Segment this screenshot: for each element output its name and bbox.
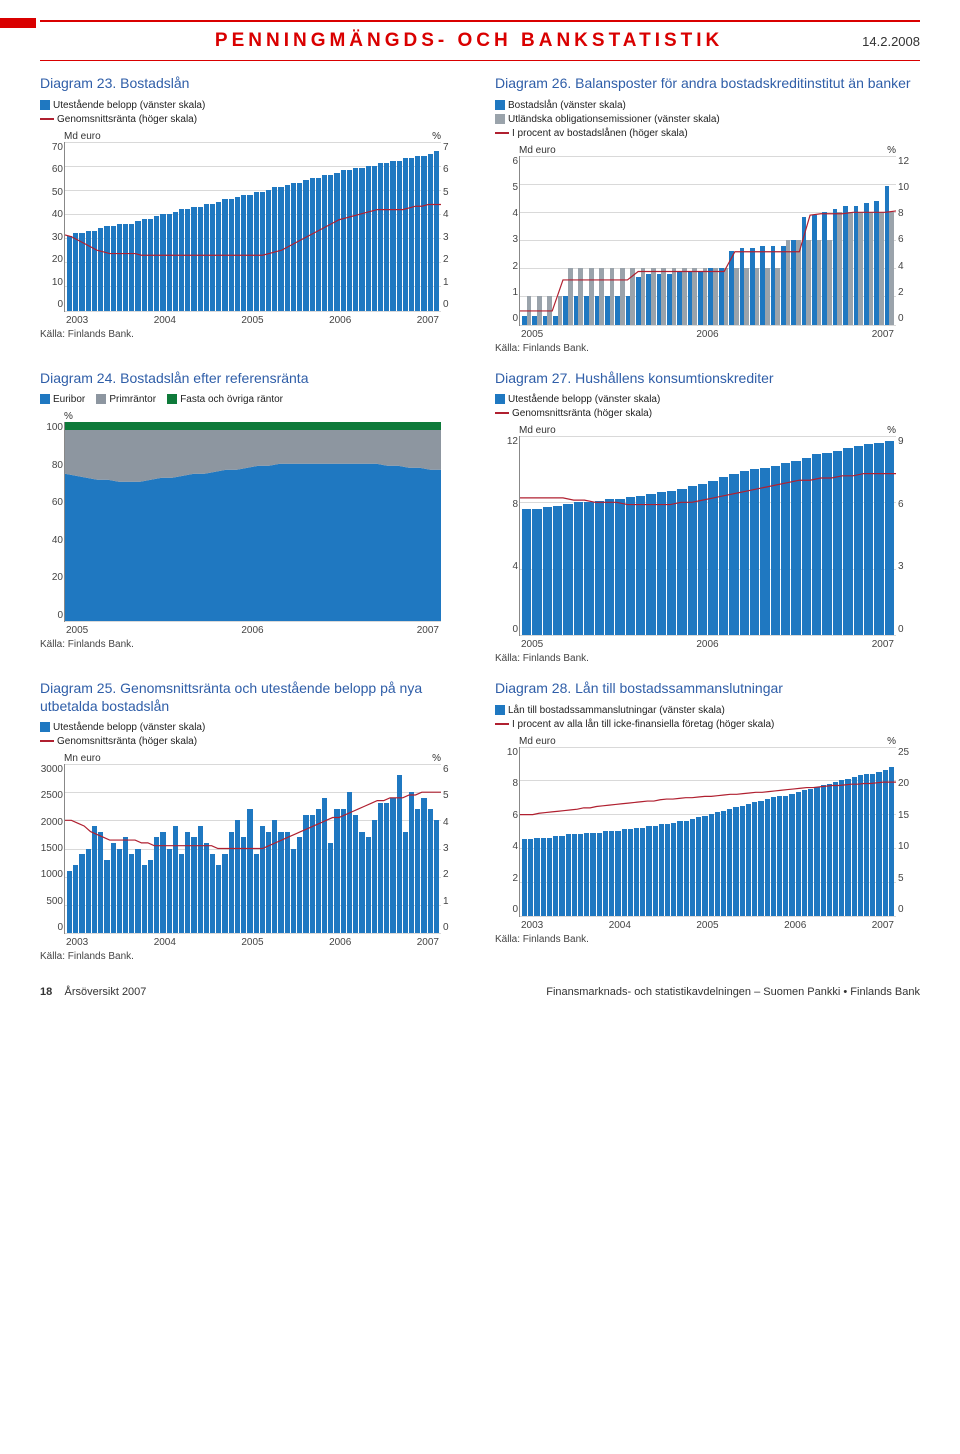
- page-footer: 18 Årsöversikt 2007 Finansmarknads- och …: [40, 986, 920, 998]
- chart-source: Källa: Finlands Bank.: [495, 934, 920, 945]
- chart-d28: Diagram 28. Lån till bostadssammanslutni…: [495, 680, 920, 962]
- chart-canvas: 12840 9630: [519, 436, 896, 636]
- axis-units: Md euro %: [495, 736, 920, 747]
- chart-d24: Diagram 24. Bostadslån efter referensrän…: [40, 370, 465, 665]
- legend-line-label: Genomsnittsränta (höger skala): [57, 114, 197, 125]
- legend-label: I procent av bostadslånen (höger skala): [512, 128, 688, 139]
- chart-canvas: 6543210 121086420: [519, 156, 896, 326]
- page-header: PENNINGMÄNGDS- OCH BANKSTATISTIK 14.2.20…: [40, 20, 920, 61]
- legend-swatch-line: [495, 412, 509, 414]
- chart-source: Källa: Finlands Bank.: [495, 653, 920, 664]
- chart-canvas: 1086420 2520151050: [519, 747, 896, 917]
- y-left-unit: Md euro: [519, 425, 556, 436]
- legend-label: Fasta och övriga räntor: [180, 394, 283, 405]
- chart-legend: Lån till bostadssammanslutningar (vänste…: [495, 704, 920, 732]
- legend-label: Euribor: [53, 394, 85, 405]
- legend-swatch: [40, 722, 50, 732]
- chart-source: Källa: Finlands Bank.: [40, 329, 465, 340]
- y-right-unit: %: [887, 736, 896, 747]
- chart-title: Diagram 27. Hushållens konsumtionskredit…: [495, 370, 920, 388]
- legend-swatch: [167, 394, 177, 404]
- chart-canvas: 706050403020100 76543210: [64, 142, 441, 312]
- chart-legend: Bostadslån (vänster skala) Utländska obl…: [495, 99, 920, 141]
- legend-label: Bostadslån (vänster skala): [508, 100, 626, 111]
- legend-swatch: [96, 394, 106, 404]
- y-right-unit: %: [887, 425, 896, 436]
- y-right-unit: %: [432, 131, 441, 142]
- chart-source: Källa: Finlands Bank.: [495, 343, 920, 354]
- page-title: PENNINGMÄNGDS- OCH BANKSTATISTIK: [76, 30, 862, 52]
- legend-label: I procent av alla lån till icke-finansie…: [512, 719, 774, 730]
- legend-swatch-line: [40, 118, 54, 120]
- chart-d25: Diagram 25. Genomsnittsränta och uteståe…: [40, 680, 465, 962]
- legend-swatch-line: [495, 132, 509, 134]
- legend-label: Utestående belopp (vänster skala): [508, 394, 660, 405]
- chart-d27: Diagram 27. Hushållens konsumtionskredit…: [495, 370, 920, 665]
- chart-source: Källa: Finlands Bank.: [40, 639, 465, 650]
- chart-title: Diagram 26. Balansposter för andra bosta…: [495, 75, 920, 93]
- chart-canvas: 300025002000150010005000 6543210: [64, 764, 441, 934]
- axis-units: Md euro %: [495, 145, 920, 156]
- axis-units: Mn euro %: [40, 753, 465, 764]
- y-left-unit: Md euro: [519, 145, 556, 156]
- y-left-unit: Md euro: [64, 131, 101, 142]
- chart-title: Diagram 24. Bostadslån efter referensrän…: [40, 370, 465, 388]
- page-number: 18: [40, 986, 52, 998]
- legend-swatch: [495, 705, 505, 715]
- legend-label: Genomsnittsränta (höger skala): [57, 736, 197, 747]
- chart-legend: Euribor Primräntor Fasta och övriga ränt…: [40, 393, 465, 407]
- page-date: 14.2.2008: [862, 34, 920, 49]
- legend-label: Genomsnittsränta (höger skala): [512, 408, 652, 419]
- chart-d26: Diagram 26. Balansposter för andra bosta…: [495, 75, 920, 354]
- y-left-unit: %: [64, 411, 73, 422]
- legend-label: Utländska obligationsemissioner (vänster…: [508, 114, 720, 125]
- chart-legend: Utestående belopp (vänster skala) Genoms…: [495, 393, 920, 421]
- y-left-unit: Md euro: [519, 736, 556, 747]
- legend-swatch-bar: [40, 100, 50, 110]
- footer-right: Finansmarknads- och statistikavdelningen…: [546, 986, 920, 998]
- legend-label: Utestående belopp (vänster skala): [53, 722, 205, 733]
- axis-units: %: [40, 411, 465, 422]
- header-tab: [0, 18, 36, 28]
- y-right-unit: %: [887, 145, 896, 156]
- legend-swatch: [495, 394, 505, 404]
- chart-legend: Utestående belopp (vänster skala) Genoms…: [40, 99, 465, 127]
- legend-swatch: [495, 100, 505, 110]
- legend-swatch: [40, 394, 50, 404]
- legend-bar-label: Utestående belopp (vänster skala): [53, 100, 205, 111]
- legend-swatch: [495, 114, 505, 124]
- chart-title: Diagram 25. Genomsnittsränta och uteståe…: [40, 680, 465, 715]
- chart-canvas: 100806040200: [64, 422, 441, 622]
- axis-units: Md euro %: [40, 131, 465, 142]
- footer-left-text: Årsöversikt 2007: [64, 986, 146, 998]
- footer-left: 18 Årsöversikt 2007: [40, 986, 146, 998]
- chart-legend: Utestående belopp (vänster skala) Genoms…: [40, 721, 465, 749]
- y-right-unit: %: [432, 753, 441, 764]
- legend-swatch-line: [40, 740, 54, 742]
- legend-label: Primräntor: [109, 394, 156, 405]
- legend-swatch-line: [495, 723, 509, 725]
- legend-label: Lån till bostadssammanslutningar (vänste…: [508, 705, 725, 716]
- y-left-unit: Mn euro: [64, 753, 101, 764]
- chart-title: Diagram 28. Lån till bostadssammanslutni…: [495, 680, 920, 698]
- chart-source: Källa: Finlands Bank.: [40, 951, 465, 962]
- axis-units: Md euro %: [495, 425, 920, 436]
- chart-d23: Diagram 23. Bostadslån Utestående belopp…: [40, 75, 465, 354]
- chart-title: Diagram 23. Bostadslån: [40, 75, 465, 93]
